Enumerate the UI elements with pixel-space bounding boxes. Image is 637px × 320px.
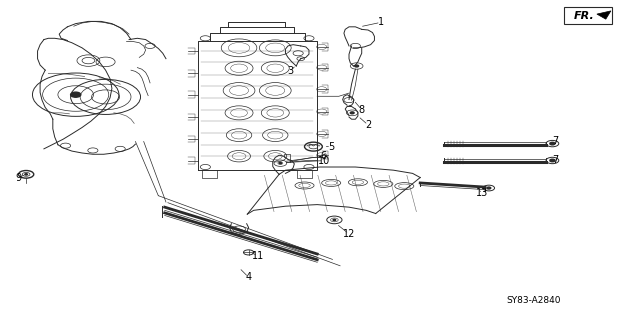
Text: 4: 4 [245,272,252,282]
Text: 12: 12 [343,229,355,239]
Circle shape [350,112,354,114]
Circle shape [279,163,282,164]
Circle shape [333,219,336,220]
Text: 9: 9 [15,172,22,182]
Text: 10: 10 [317,156,330,166]
Text: 1: 1 [378,17,384,28]
Text: 7: 7 [552,136,558,146]
Text: 2: 2 [365,120,371,130]
Circle shape [71,92,81,97]
Text: 11: 11 [252,251,264,260]
Text: 6: 6 [320,151,327,161]
Circle shape [550,142,555,145]
Text: 5: 5 [328,142,334,152]
Text: 13: 13 [476,188,489,198]
Circle shape [487,187,490,189]
Polygon shape [597,11,611,19]
Circle shape [25,174,27,175]
Text: 3: 3 [287,67,293,76]
Text: 7: 7 [552,155,558,165]
Circle shape [355,65,359,67]
Circle shape [550,159,555,162]
Text: SY83-A2840: SY83-A2840 [506,296,561,305]
Text: FR.: FR. [574,11,595,21]
Text: 8: 8 [359,105,365,115]
